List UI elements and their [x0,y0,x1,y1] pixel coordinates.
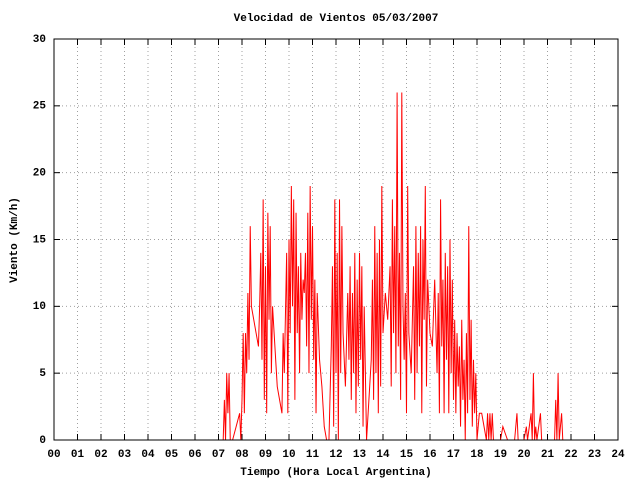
x-tick-label: 17 [447,449,460,461]
x-tick-label: 14 [376,449,390,461]
x-tick-label: 21 [541,449,555,461]
y-tick-label: 5 [39,368,46,380]
x-tick-label: 18 [470,449,484,461]
plot-border [53,38,619,441]
y-tick-label: 10 [33,301,46,313]
y-tick-label: 20 [33,168,46,180]
x-tick-label: 24 [611,449,625,461]
y-axis-label: Viento (Km/h) [9,197,21,283]
x-tick-label: 01 [71,449,85,461]
x-tick-label: 15 [400,449,414,461]
x-tick-label: 20 [517,449,530,461]
x-tick-label: 08 [235,449,249,461]
x-axis-label: Tiempo (Hora Local Argentina) [240,467,431,479]
x-tick-label: 00 [47,449,60,461]
x-tick-label: 04 [141,449,155,461]
chart-title: Velocidad de Vientos 05/03/2007 [234,13,439,25]
x-tick-label: 07 [212,449,225,461]
y-tick-label: 15 [33,234,47,246]
y-tick-label: 0 [39,435,46,447]
x-tick-label: 19 [494,449,507,461]
data-line [54,92,579,441]
x-tick-label: 11 [306,449,320,461]
x-tick-label: 09 [259,449,272,461]
x-tick-label: 16 [423,449,436,461]
x-tick-label: 12 [329,449,342,461]
x-tick-label: 22 [564,449,577,461]
x-tick-label: 13 [353,449,367,461]
x-tick-label: 02 [94,449,107,461]
x-tick-label: 06 [188,449,201,461]
x-tick-label: 05 [165,449,179,461]
y-tick-label: 30 [33,34,46,46]
y-tick-label: 25 [33,101,47,113]
x-tick-label: 03 [118,449,132,461]
x-tick-label: 10 [282,449,295,461]
x-tick-label: 23 [588,449,602,461]
